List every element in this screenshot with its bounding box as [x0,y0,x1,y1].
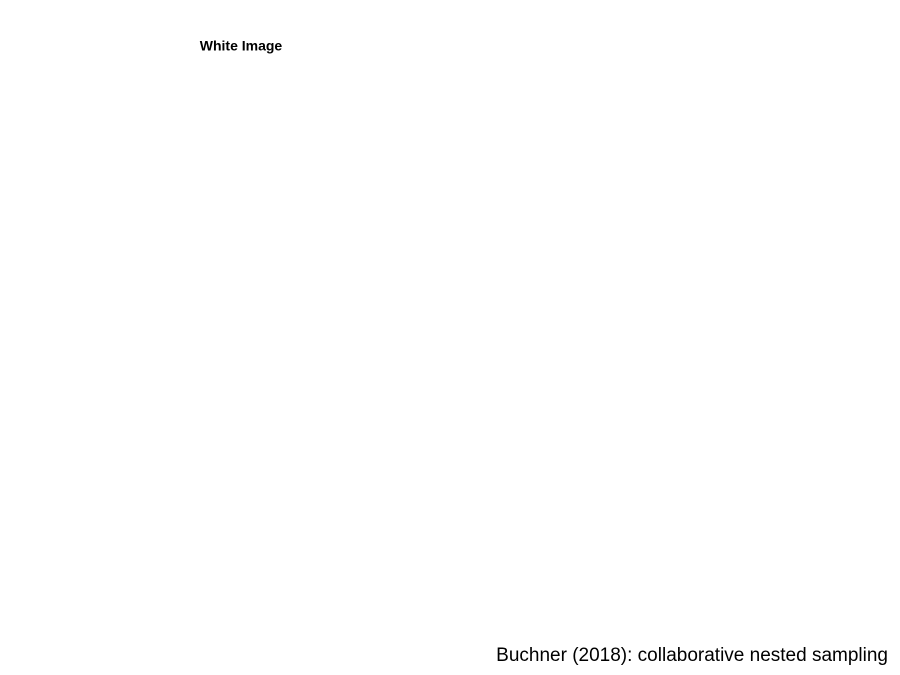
panel-title: White Image [200,38,283,54]
citation: Buchner (2018): collaborative nested sam… [496,645,888,666]
